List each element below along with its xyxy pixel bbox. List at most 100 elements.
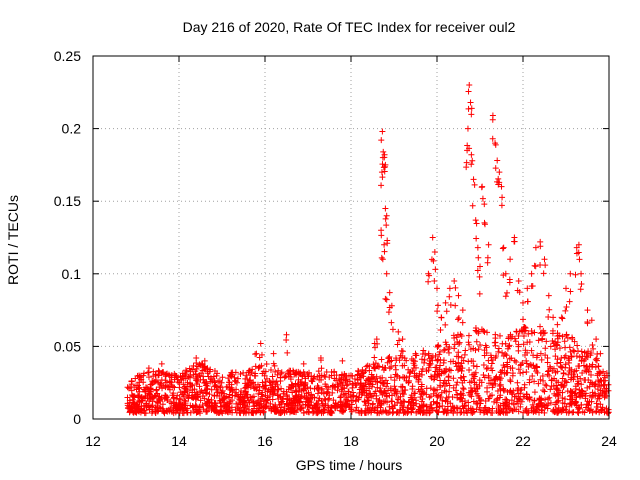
data-point (231, 374, 238, 381)
data-point (498, 183, 505, 190)
data-point (378, 232, 385, 239)
data-point (429, 353, 436, 360)
data-point (339, 408, 346, 415)
data-point (392, 362, 399, 369)
data-point (379, 174, 386, 181)
data-point (396, 337, 403, 344)
data-point (559, 395, 566, 402)
data-point (133, 382, 140, 389)
data-point (378, 182, 385, 189)
data-point (218, 389, 225, 396)
data-point (484, 365, 491, 372)
data-point (307, 385, 314, 392)
data-point (425, 278, 432, 285)
data-point (349, 393, 356, 400)
data-point (469, 157, 476, 164)
data-point (474, 401, 481, 408)
data-point (205, 373, 212, 380)
data-point (500, 362, 507, 369)
data-point (537, 396, 544, 403)
data-point (383, 222, 390, 229)
data-point (406, 377, 413, 384)
data-point (246, 399, 253, 406)
data-point (484, 329, 491, 336)
data-point (524, 410, 531, 417)
data-point (572, 398, 579, 405)
data-point (355, 394, 362, 401)
data-point (333, 372, 340, 379)
data-point (533, 363, 540, 370)
data-point (161, 395, 168, 402)
data-point (283, 388, 290, 395)
data-point (343, 372, 350, 379)
data-point (562, 378, 569, 385)
data-point (563, 379, 570, 386)
data-point (467, 389, 474, 396)
data-point (339, 403, 346, 410)
data-point (314, 401, 321, 408)
data-point (515, 385, 522, 392)
data-point (488, 360, 495, 367)
data-point (562, 307, 569, 314)
data-point (192, 402, 199, 409)
data-point (459, 398, 466, 405)
y-axis-label: ROTI / TECUs (5, 195, 21, 285)
data-point (585, 348, 592, 355)
data-point (605, 387, 612, 394)
data-point (513, 358, 520, 365)
data-point (159, 369, 166, 376)
data-point (559, 333, 566, 340)
data-point (468, 407, 475, 414)
data-point (233, 386, 240, 393)
data-point (554, 409, 561, 416)
data-point (471, 181, 478, 188)
data-point (419, 390, 426, 397)
data-point (155, 393, 162, 400)
data-point (275, 386, 282, 393)
data-point (369, 392, 376, 399)
data-point (428, 256, 435, 263)
data-point (421, 359, 428, 366)
data-point (243, 391, 250, 398)
data-point (164, 370, 171, 377)
x-tick-label: 14 (171, 433, 187, 449)
data-point (133, 401, 140, 408)
data-point (436, 382, 443, 389)
data-point (305, 395, 312, 402)
data-point (492, 165, 499, 172)
data-point (578, 270, 585, 277)
data-point (376, 410, 383, 417)
data-point (476, 273, 483, 280)
data-point (418, 391, 425, 398)
data-point (160, 408, 167, 415)
data-point (399, 348, 406, 355)
data-point (242, 375, 249, 382)
data-point (360, 369, 367, 376)
data-point (506, 276, 513, 283)
data-point (371, 407, 378, 414)
data-point (579, 388, 586, 395)
data-point (147, 381, 154, 388)
data-point (420, 347, 427, 354)
data-point (578, 281, 585, 288)
data-point (413, 352, 420, 359)
data-point (449, 394, 456, 401)
data-point (446, 293, 453, 300)
data-point (227, 372, 234, 379)
data-point (238, 397, 245, 404)
data-point (216, 393, 223, 400)
data-point (468, 151, 475, 158)
data-point (128, 391, 135, 398)
data-point (331, 368, 338, 375)
data-point (503, 352, 510, 359)
data-point (374, 340, 381, 347)
data-point (486, 395, 493, 402)
data-point (293, 394, 300, 401)
data-point (554, 398, 561, 405)
data-point (132, 375, 139, 382)
data-point (146, 406, 153, 413)
data-point (384, 399, 391, 406)
data-point (518, 386, 525, 393)
data-point (572, 271, 579, 278)
data-point (442, 299, 449, 306)
